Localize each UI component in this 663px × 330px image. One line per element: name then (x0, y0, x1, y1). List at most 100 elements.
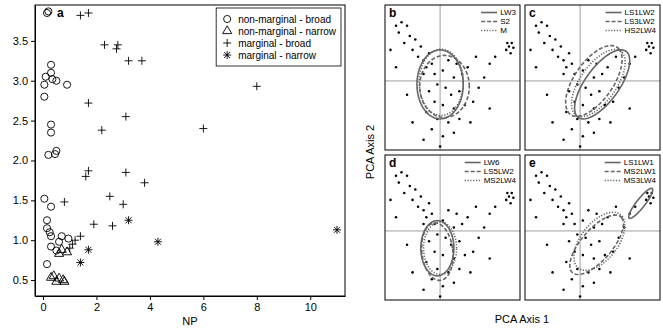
point (141, 179, 149, 187)
legend-swatch (465, 162, 481, 164)
legend-swatch (481, 21, 497, 23)
point (442, 69, 445, 72)
point (604, 254, 607, 257)
series (76, 216, 341, 266)
point (562, 288, 565, 291)
legend: LW3S2M (481, 8, 516, 35)
point (571, 62, 574, 65)
point (598, 268, 601, 271)
point (646, 42, 649, 45)
point (90, 220, 98, 228)
point (47, 243, 54, 250)
point (529, 199, 532, 202)
point (428, 240, 431, 243)
legend-label: marginal - narrow (238, 50, 317, 61)
tick-mark (31, 160, 35, 161)
point (461, 223, 464, 226)
point (466, 66, 469, 69)
point (47, 61, 54, 68)
point (400, 21, 403, 24)
point (45, 8, 52, 15)
x-tick: 6 (201, 296, 207, 313)
point (469, 271, 472, 274)
legend-label: S2 (500, 17, 510, 26)
point (554, 188, 557, 191)
point (551, 271, 554, 274)
point (49, 76, 56, 83)
point (615, 206, 618, 209)
point (546, 174, 549, 177)
point (395, 24, 398, 27)
point (431, 62, 434, 65)
tick-mark (31, 280, 35, 281)
grid (385, 155, 520, 300)
point (510, 192, 513, 195)
point (612, 100, 615, 103)
point (510, 42, 513, 45)
point (509, 52, 512, 55)
point (76, 11, 84, 19)
point (458, 240, 461, 243)
point (562, 138, 565, 141)
point (458, 268, 461, 271)
axis-line (35, 6, 36, 297)
series (529, 21, 654, 148)
point (601, 73, 604, 76)
plot-frame (525, 5, 660, 150)
point (119, 200, 127, 208)
point (582, 219, 585, 222)
point (84, 246, 92, 254)
point (409, 35, 412, 38)
legend-label: HS2LW4 (625, 26, 657, 35)
point (565, 261, 568, 264)
point (568, 202, 571, 205)
point (483, 226, 486, 229)
tick-mark (257, 296, 258, 300)
point (41, 81, 48, 88)
panel: cLS1LW2LS3LW2HS2LW4 (525, 5, 660, 150)
plot-frame (385, 5, 520, 150)
point (488, 257, 491, 260)
point (593, 257, 596, 260)
point (571, 212, 574, 215)
x-tick: 10 (305, 296, 317, 313)
point (652, 197, 655, 200)
point (431, 212, 434, 215)
point (47, 203, 54, 210)
point (444, 237, 447, 240)
point (138, 57, 146, 65)
point (538, 181, 541, 184)
point (414, 188, 417, 191)
panel-label: a (57, 6, 64, 20)
point (453, 281, 456, 284)
point (436, 83, 439, 86)
grid-line-x (580, 155, 581, 300)
y-axis-title: PCA Axis 2 (364, 125, 376, 179)
point (464, 254, 467, 257)
ellipse (566, 46, 622, 117)
point (562, 59, 565, 62)
legend-box (216, 8, 341, 66)
series (529, 171, 654, 298)
legend-swatch (465, 180, 481, 182)
legend: LS1LW2LS3LW2HS2LW4 (606, 8, 657, 35)
point (436, 233, 439, 236)
legend-label: LS5LW2 (484, 167, 515, 176)
legend-swatch (606, 30, 622, 32)
tick-label: 6 (201, 301, 207, 313)
point (598, 240, 601, 243)
point (433, 73, 436, 76)
plot-frame (35, 5, 345, 296)
x-tick: 0 (40, 296, 46, 313)
point (455, 212, 458, 215)
point (458, 118, 461, 121)
point (488, 212, 491, 215)
point (425, 216, 428, 219)
point (628, 107, 631, 110)
point (505, 49, 508, 52)
legend-label: LS3LW2 (625, 17, 656, 26)
tick-mark (310, 296, 311, 300)
legend-swatch (606, 12, 622, 14)
point (469, 121, 472, 124)
legend-swatch (223, 51, 231, 59)
